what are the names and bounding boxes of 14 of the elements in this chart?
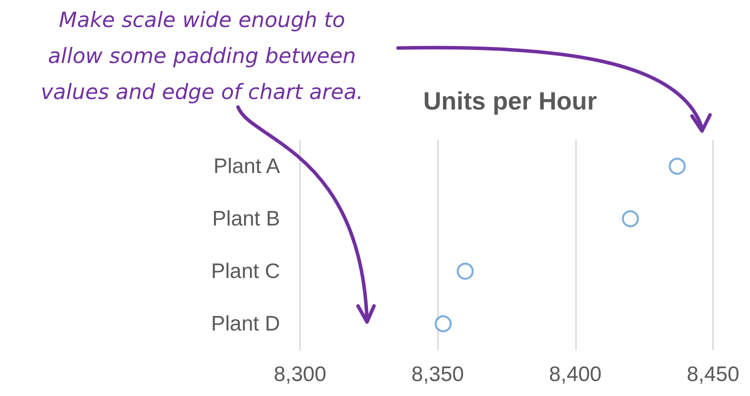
point xyxy=(622,210,639,228)
chart-title: Units per Hour xyxy=(423,88,598,116)
x-tick-label: 8,350 xyxy=(411,363,464,386)
x-tick-label: 8,400 xyxy=(549,363,602,386)
point xyxy=(668,158,686,175)
point xyxy=(456,262,474,280)
text: Make scale wide enough to allow some padding between values and edge of chart area. xyxy=(40,7,364,106)
y-tick-label: Plant B xyxy=(212,207,280,230)
y-tick-label: Plant C xyxy=(211,260,280,283)
x-tick-label: 8,450 xyxy=(686,363,740,386)
x-tick-label: 8,300 xyxy=(274,363,326,386)
y-tick-label: Plant D xyxy=(211,312,280,336)
point xyxy=(434,315,452,332)
y-tick-label: Plant A xyxy=(213,154,280,178)
